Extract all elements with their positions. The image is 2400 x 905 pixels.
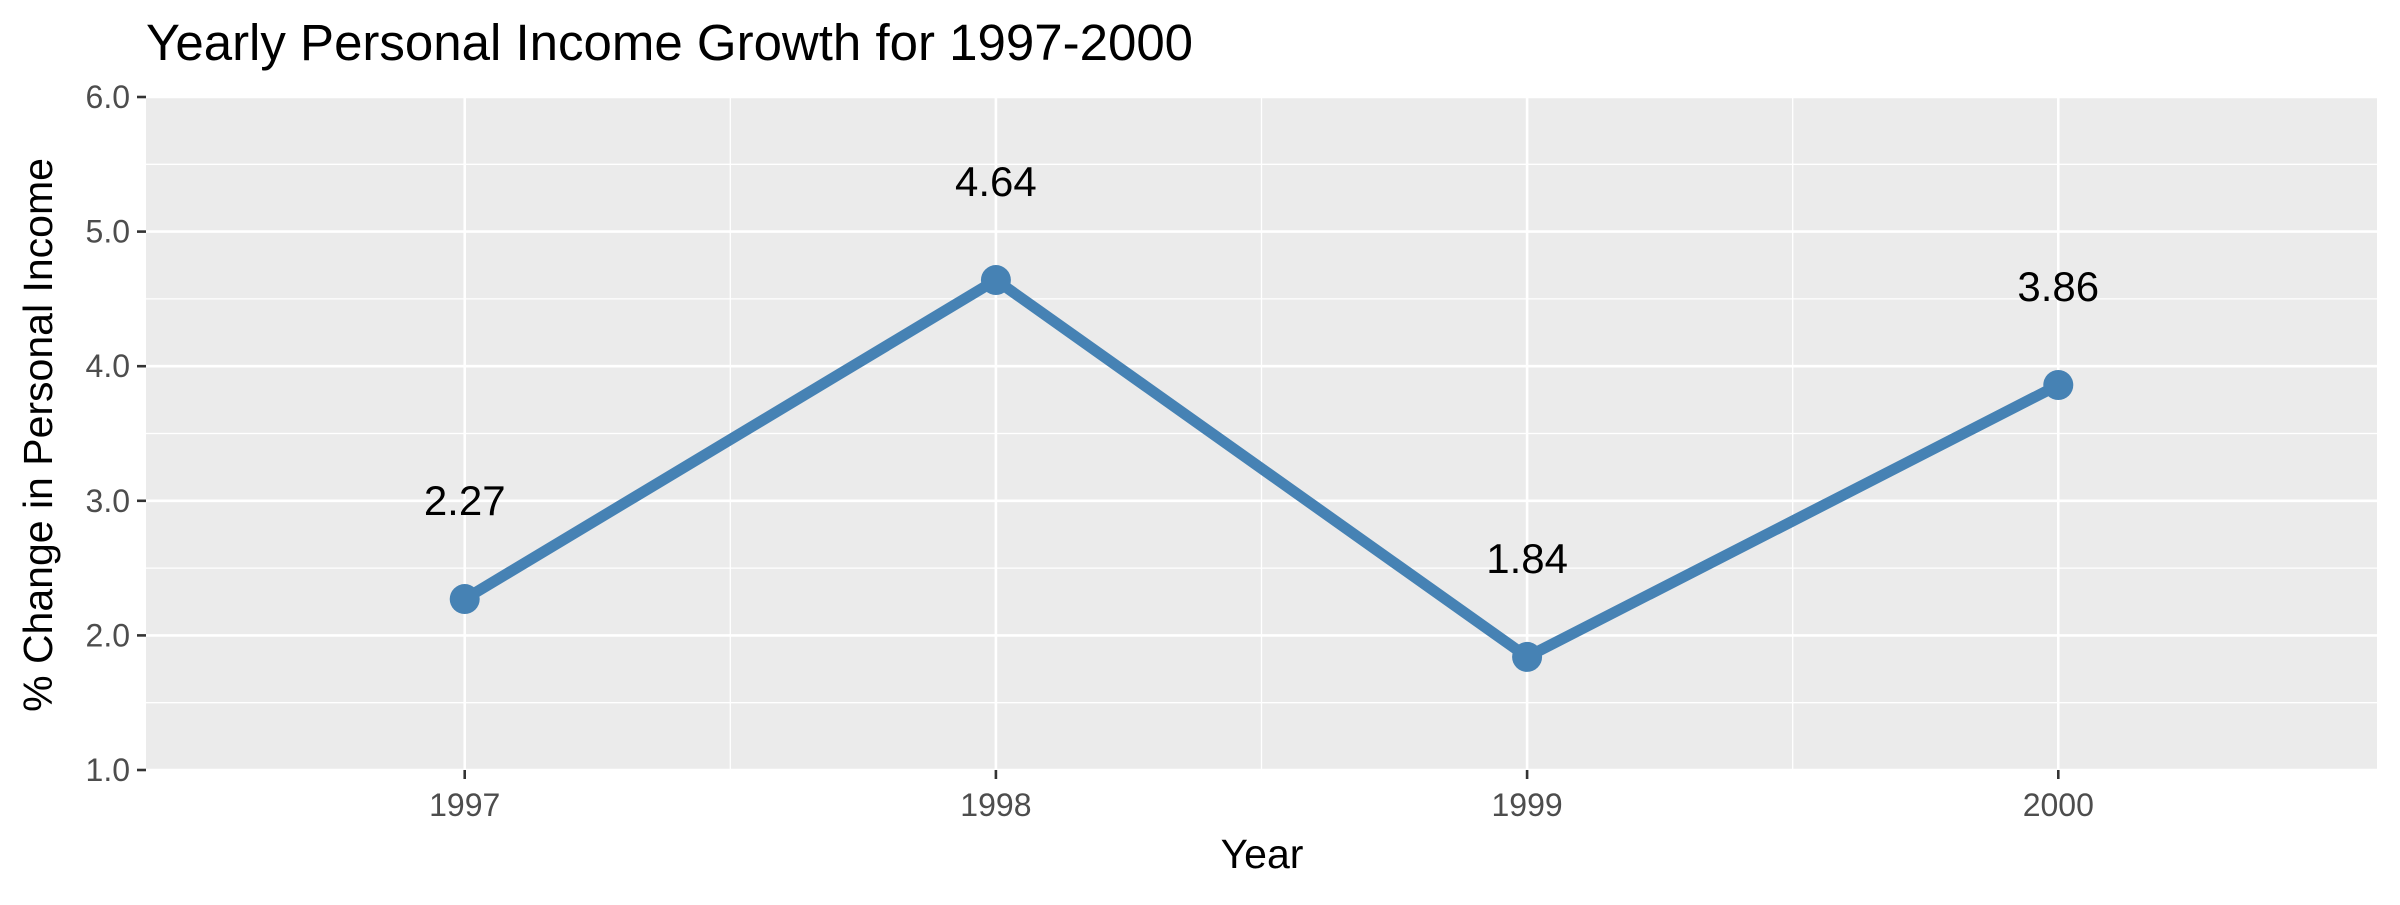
data-point [449, 584, 480, 615]
x-axis: 1997 1998 1999 2000 [429, 770, 2094, 823]
chart-title: Yearly Personal Income Growth for 1997-2… [146, 14, 1193, 71]
y-tick-label: 5.0 [86, 214, 130, 250]
x-tick-label: 1998 [960, 787, 1031, 823]
y-axis: 1.0 2.0 3.0 4.0 5.0 6.0 [86, 79, 146, 788]
data-point [980, 265, 1011, 296]
data-label: 1.84 [1486, 535, 1568, 582]
y-axis-title: % Change in Personal Income [15, 158, 61, 712]
data-labels: 2.27 4.64 1.84 3.86 [424, 158, 2099, 582]
x-axis-title: Year [1221, 831, 1304, 877]
y-tick-label: 3.0 [86, 483, 130, 519]
y-tick-label: 2.0 [86, 617, 130, 653]
data-label: 4.64 [955, 158, 1037, 205]
major-gridlines [146, 95, 2377, 772]
x-tick-label: 1999 [1492, 787, 1563, 823]
x-tick-label: 2000 [2023, 787, 2094, 823]
data-point [2043, 370, 2074, 401]
series-layer [449, 265, 2074, 672]
y-tick-label: 1.0 [86, 752, 130, 788]
x-tick-label: 1997 [429, 787, 500, 823]
data-label: 2.27 [424, 477, 506, 524]
y-tick-label: 6.0 [86, 79, 130, 115]
y-tick-label: 4.0 [86, 348, 130, 384]
data-label: 3.86 [2017, 263, 2099, 310]
series-line [459, 274, 2064, 663]
data-point [1512, 641, 1543, 672]
